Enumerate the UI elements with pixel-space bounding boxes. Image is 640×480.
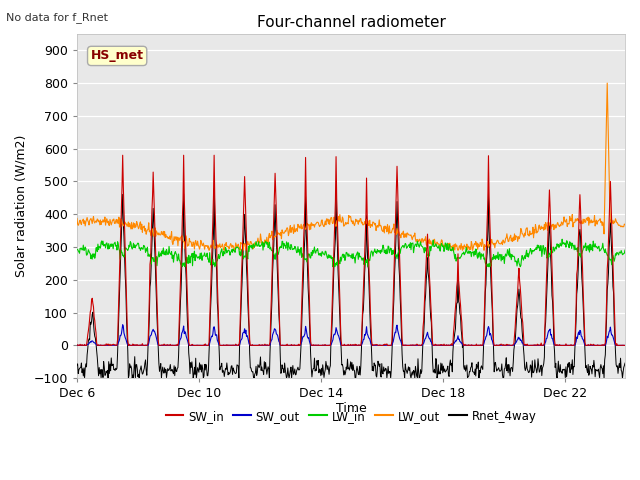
- LW_in: [181, 264, 189, 270]
- LW_in: [73, 247, 81, 252]
- LW_out: [621, 222, 629, 228]
- SW_in: [119, 152, 127, 158]
- SW_out: [119, 322, 127, 327]
- SW_in: [203, 343, 211, 348]
- LW_in: [558, 236, 566, 242]
- LW_out: [384, 226, 392, 232]
- LW_out: [604, 80, 611, 86]
- Rnet_4way: [274, 276, 282, 282]
- Text: No data for f_Rnet: No data for f_Rnet: [6, 12, 108, 23]
- LW_in: [302, 256, 310, 262]
- Line: Rnet_4way: Rnet_4way: [77, 189, 625, 378]
- LW_in: [384, 243, 392, 249]
- LW_out: [516, 232, 524, 238]
- Line: SW_out: SW_out: [77, 324, 625, 346]
- SW_in: [93, 340, 100, 346]
- SW_in: [621, 343, 629, 348]
- Rnet_4way: [385, 371, 392, 376]
- LW_out: [302, 226, 310, 231]
- SW_out: [203, 343, 211, 348]
- LW_in: [516, 264, 524, 270]
- LW_in: [203, 253, 211, 259]
- LW_out: [93, 219, 100, 225]
- Line: LW_out: LW_out: [77, 83, 625, 250]
- Rnet_4way: [303, 245, 310, 251]
- Rnet_4way: [104, 375, 112, 381]
- Text: HS_met: HS_met: [91, 49, 143, 62]
- LW_in: [93, 245, 100, 251]
- Rnet_4way: [73, 362, 81, 368]
- SW_in: [273, 233, 281, 239]
- SW_in: [73, 343, 81, 348]
- SW_in: [516, 284, 524, 290]
- Rnet_4way: [621, 360, 629, 366]
- X-axis label: Time: Time: [335, 402, 366, 415]
- Rnet_4way: [203, 363, 211, 369]
- SW_out: [93, 342, 100, 348]
- Line: SW_in: SW_in: [77, 155, 625, 346]
- SW_out: [273, 332, 281, 337]
- Rnet_4way: [211, 186, 218, 192]
- LW_out: [73, 216, 81, 221]
- SW_out: [516, 337, 524, 343]
- LW_in: [621, 247, 629, 253]
- Y-axis label: Solar radiation (W/m2): Solar radiation (W/m2): [15, 135, 28, 277]
- Title: Four-channel radiometer: Four-channel radiometer: [257, 15, 445, 30]
- Rnet_4way: [93, 348, 100, 353]
- LW_out: [273, 228, 281, 233]
- Rnet_4way: [517, 315, 525, 321]
- Legend: SW_in, SW_out, LW_in, LW_out, Rnet_4way: SW_in, SW_out, LW_in, LW_out, Rnet_4way: [161, 405, 541, 427]
- SW_in: [302, 196, 310, 202]
- LW_out: [202, 243, 210, 249]
- LW_out: [205, 247, 213, 253]
- SW_out: [302, 326, 310, 332]
- Line: LW_in: LW_in: [77, 239, 625, 267]
- SW_out: [384, 343, 392, 348]
- SW_out: [621, 343, 629, 348]
- SW_out: [73, 343, 81, 348]
- LW_in: [273, 246, 281, 252]
- SW_in: [384, 343, 392, 348]
